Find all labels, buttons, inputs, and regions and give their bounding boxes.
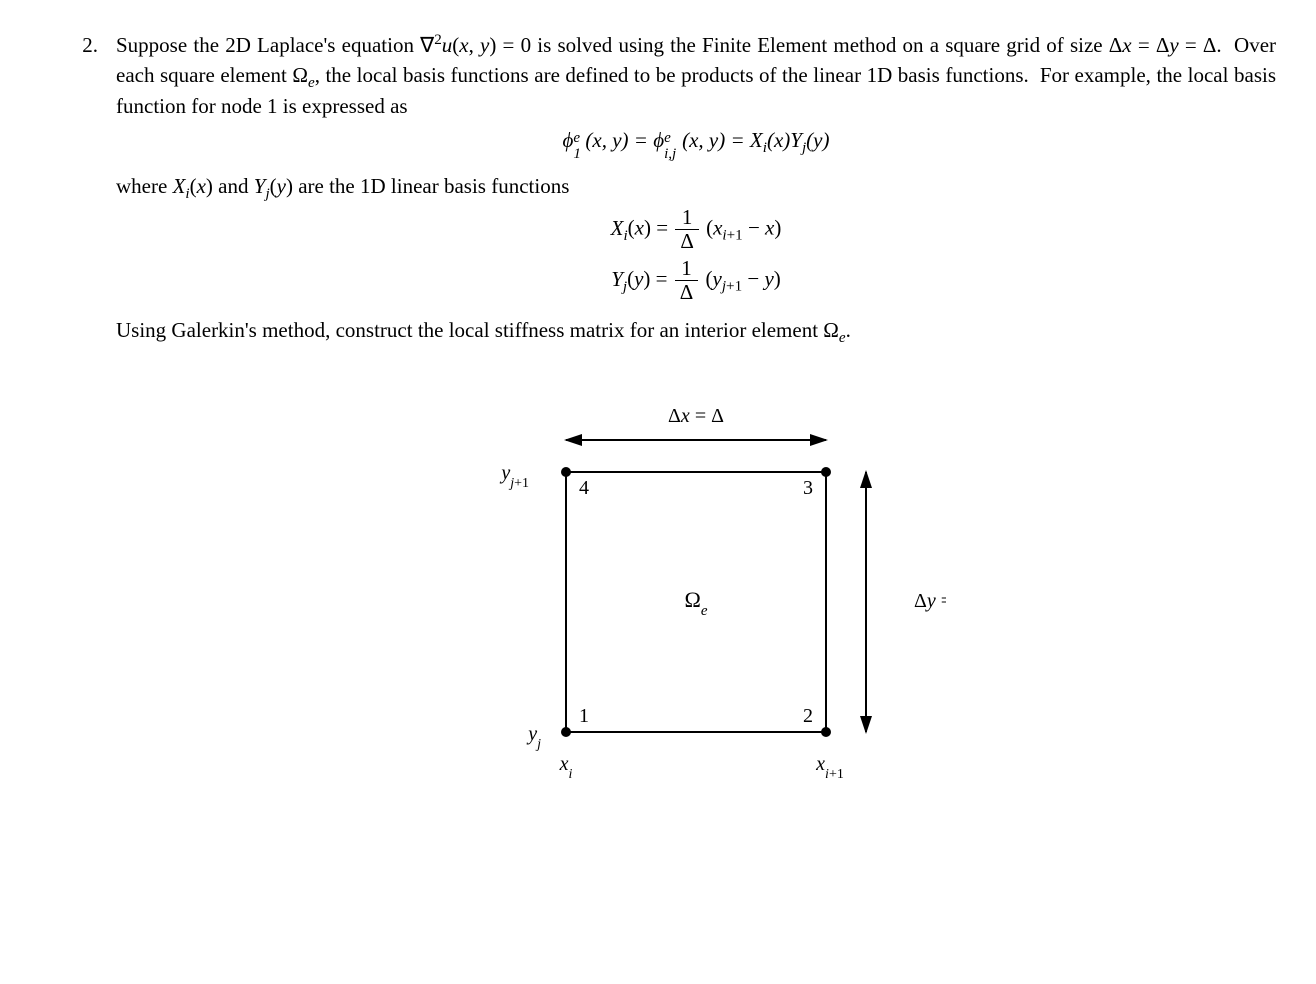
element-figure: 1 2 3 4 Ωe Δx = Δ Δy = Δ yj+1 yjxi xi+1 <box>116 382 1276 811</box>
svg-text:yj+1: yj+1 <box>499 462 529 491</box>
equation-Yj: Yj(y) = 1Δ (yj+1 − y) <box>116 258 1276 303</box>
paragraph-2: where Xi(x) and Yj(y) are the 1D linear … <box>116 171 1276 201</box>
svg-text:1: 1 <box>579 705 589 727</box>
equation-basis: Xi(x) = 1Δ (xi+1 − x) Yj(y) = 1Δ (yj+1 −… <box>116 207 1276 303</box>
svg-text:4: 4 <box>579 477 589 499</box>
equation-Xi: Xi(x) = 1Δ (xi+1 − x) <box>116 207 1276 252</box>
element-diagram-svg: 1 2 3 4 Ωe Δx = Δ Δy = Δ yj+1 yjxi xi+1 <box>446 382 946 802</box>
problem-2: 2. Suppose the 2D Laplace's equation ∇2u… <box>40 30 1276 811</box>
svg-text:Ωe: Ωe <box>684 587 707 619</box>
paragraph-3: Using Galerkin's method, construct the l… <box>116 315 1276 345</box>
svg-text:Δx = Δ: Δx = Δ <box>668 405 724 427</box>
svg-text:xi+1: xi+1 <box>815 753 844 782</box>
svg-text:3: 3 <box>803 477 813 499</box>
problem-body: Suppose the 2D Laplace's equation ∇2u(x,… <box>116 30 1276 811</box>
svg-text:Δy = Δ: Δy = Δ <box>914 590 946 612</box>
svg-text:yj: yj <box>526 723 541 752</box>
svg-text:xi: xi <box>559 753 573 782</box>
svg-text:2: 2 <box>803 705 813 727</box>
equation-phi: ϕe1(x, y) = ϕei,j(x, y) = Xi(x)Yj(y) <box>116 125 1276 157</box>
problem-number: 2. <box>40 30 116 62</box>
paragraph-1: Suppose the 2D Laplace's equation ∇2u(x,… <box>116 30 1276 121</box>
